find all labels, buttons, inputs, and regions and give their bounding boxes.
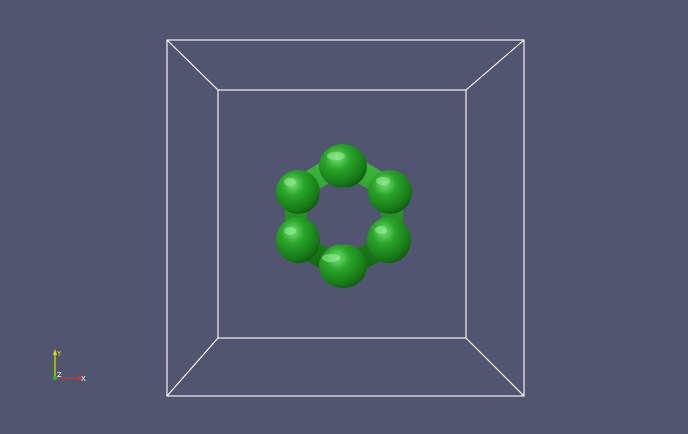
axes-origin-dot: [53, 376, 57, 380]
x-axis-label: X: [81, 375, 86, 383]
surface-highlights: [284, 152, 390, 262]
bounding-box-front-face: [217, 89, 467, 339]
x-axis-arrowhead: [78, 376, 84, 380]
atom-lobe-lower-left: [276, 217, 320, 263]
orientation-axes-widget[interactable]: Y X Z: [53, 349, 86, 383]
molecule-isosurface[interactable]: [276, 144, 412, 288]
bounding-box-edge-bl: [166, 337, 219, 397]
bounding-box-outline: [166, 39, 525, 397]
bounding-box-back-face: [166, 39, 525, 397]
z-axis-label: Z: [57, 371, 62, 379]
bounding-box-edge-tl: [166, 39, 219, 91]
atom-lobe-upper-right: [368, 170, 412, 214]
bounding-box-edge-tr: [465, 39, 525, 91]
atom-lobe-upper-left: [276, 170, 320, 214]
atom-lobe-top: [319, 144, 367, 188]
ring-center-hole: [316, 187, 370, 245]
y-axis-label: Y: [56, 350, 62, 358]
atom-lobe-lower-right: [367, 217, 411, 263]
y-axis-arrowhead: [53, 349, 57, 355]
bounding-box-edge-br: [465, 337, 525, 397]
atom-lobe-bottom: [319, 244, 367, 288]
